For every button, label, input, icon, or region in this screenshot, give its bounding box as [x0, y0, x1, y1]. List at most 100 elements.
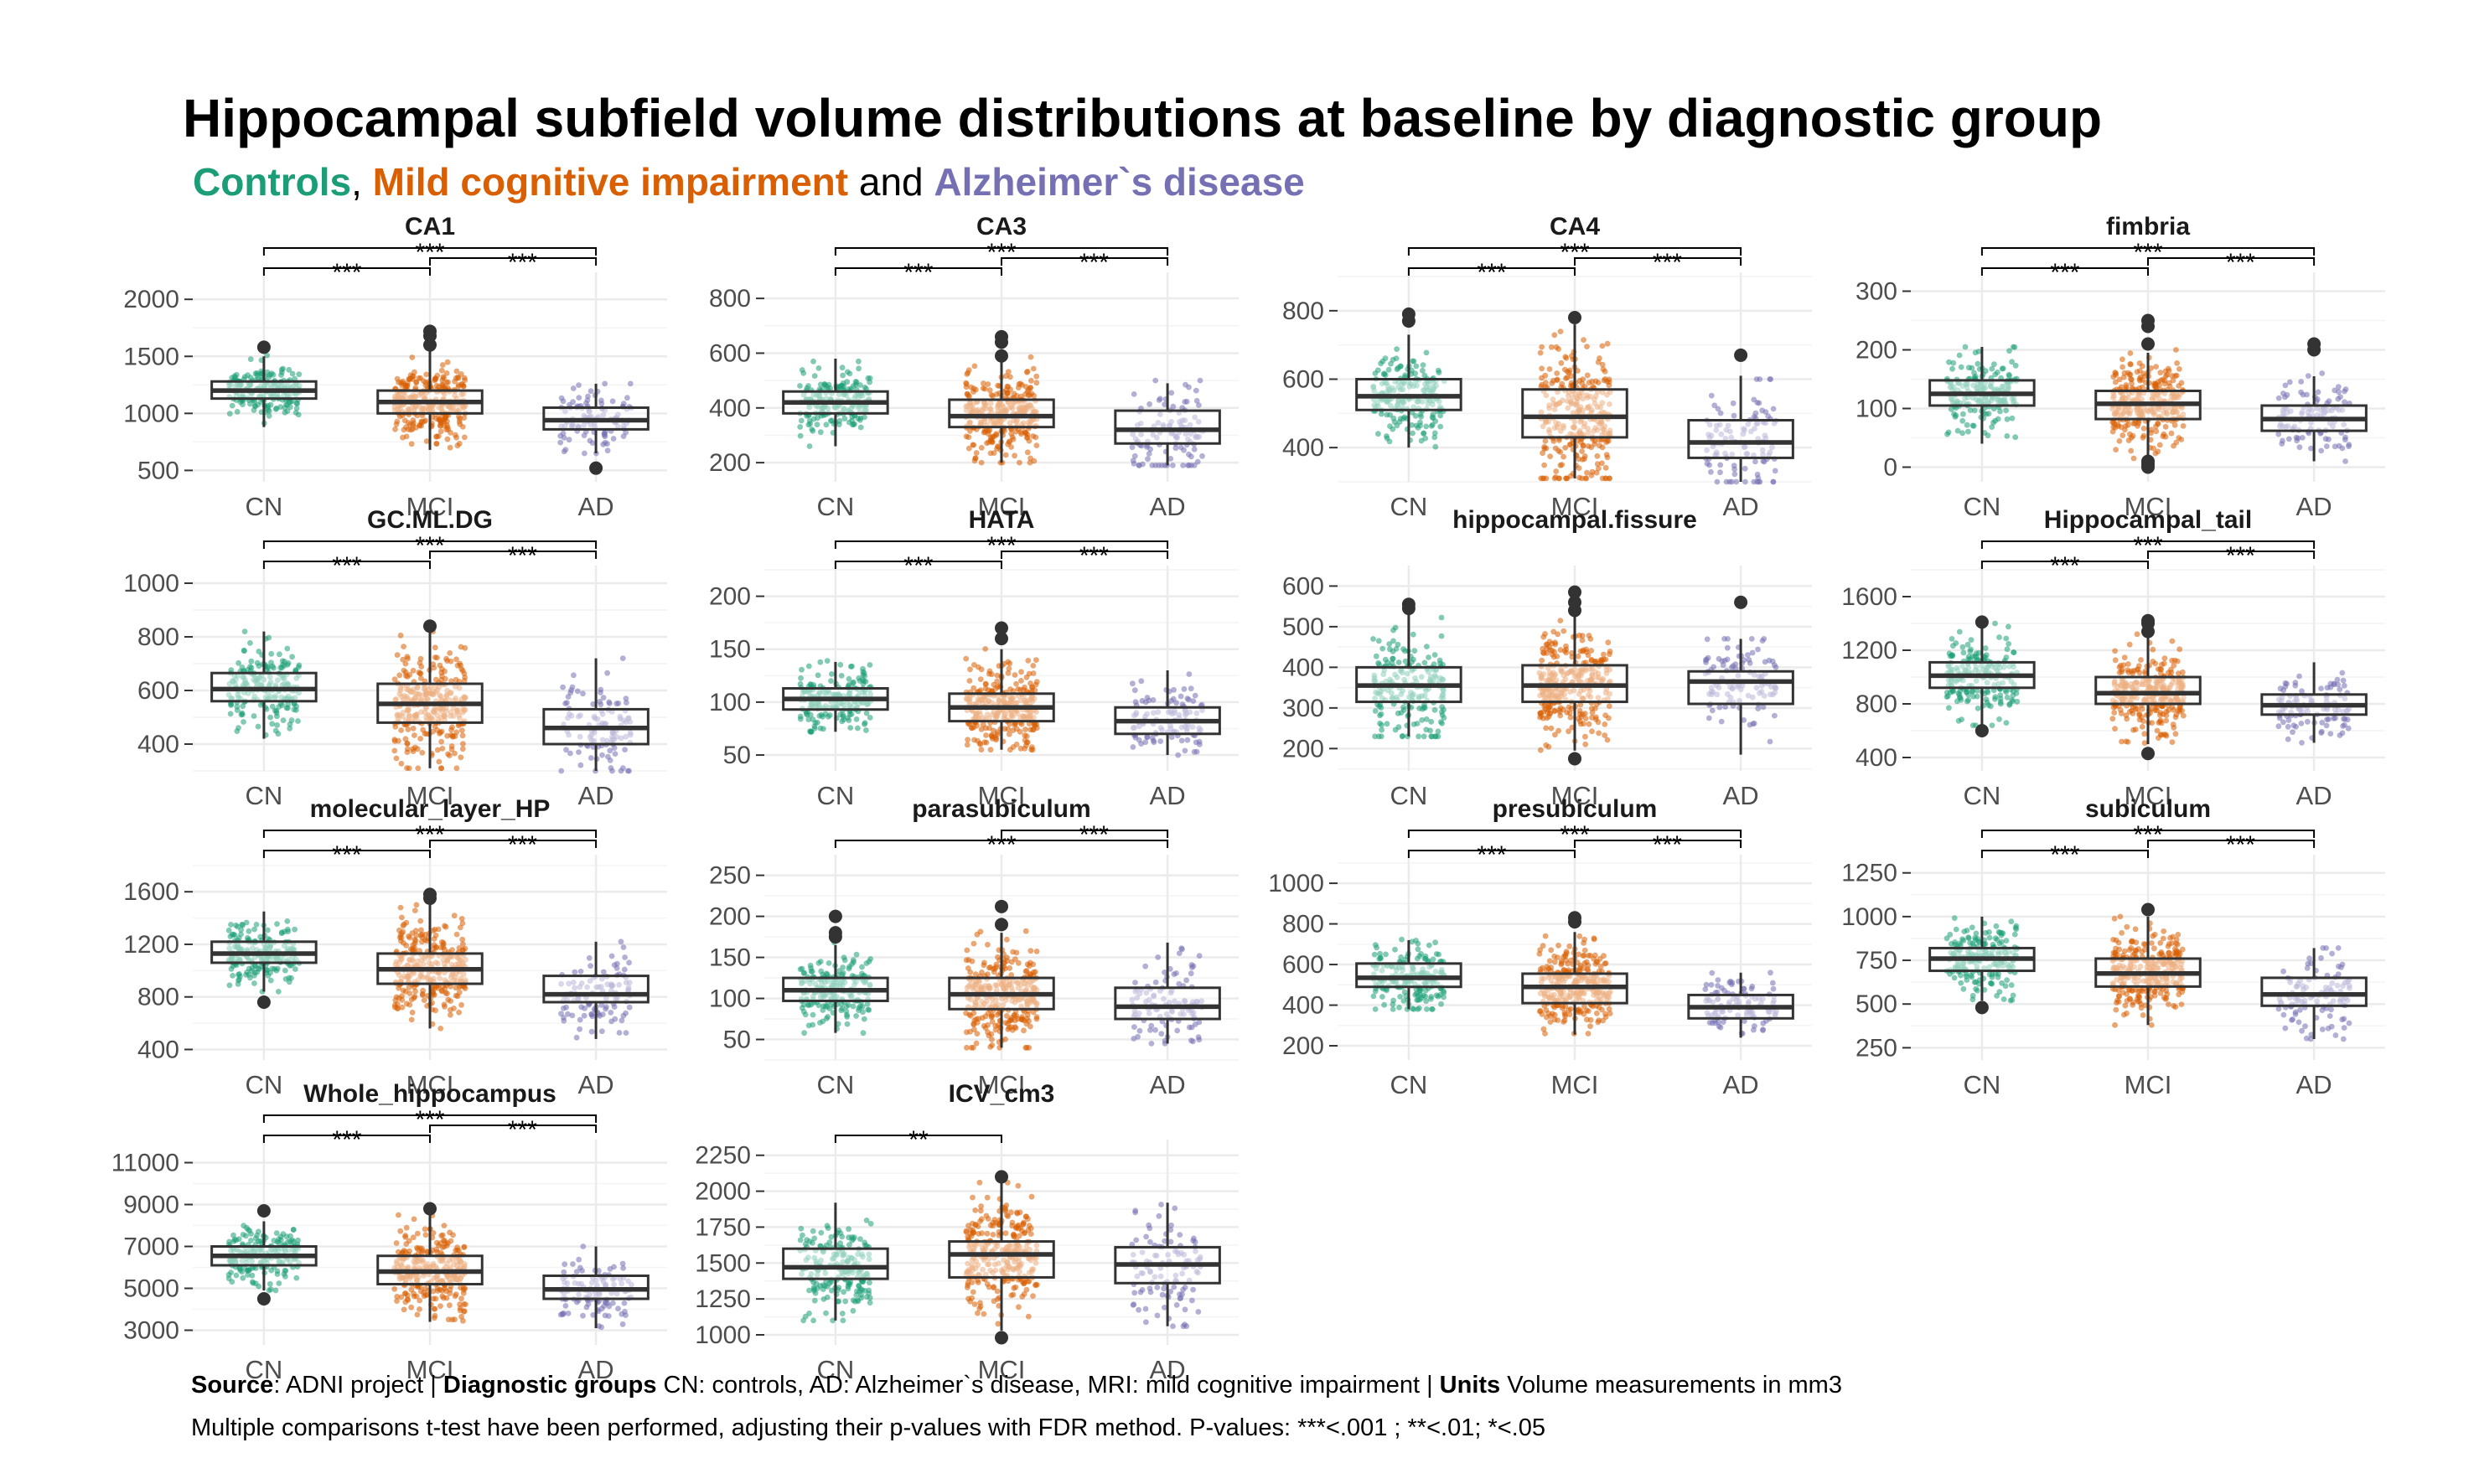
data-point — [607, 747, 613, 754]
data-point — [1752, 458, 1758, 465]
outlier-point — [1734, 348, 1748, 362]
data-point — [405, 655, 411, 662]
data-point — [589, 440, 596, 446]
data-point — [454, 662, 461, 669]
data-point — [1542, 438, 1549, 444]
data-point — [993, 431, 1000, 437]
data-point — [1552, 639, 1558, 646]
data-point — [1562, 444, 1569, 451]
data-point — [982, 725, 989, 732]
data-point — [1033, 380, 1040, 386]
data-point — [274, 722, 280, 728]
data-point — [1568, 373, 1575, 379]
data-point — [458, 727, 465, 733]
data-point — [411, 369, 417, 375]
data-point — [1435, 728, 1441, 735]
data-point — [1012, 452, 1017, 459]
data-point — [1560, 628, 1567, 634]
y-tick-label: 200 — [1856, 337, 1897, 365]
data-point — [2318, 447, 2325, 454]
data-point — [1756, 400, 1762, 406]
data-point — [1437, 412, 1444, 419]
data-point — [1005, 390, 1012, 396]
data-point — [1540, 450, 1545, 457]
panel-title: hippocampal.fissure — [1452, 506, 1697, 534]
data-point — [1422, 435, 1429, 442]
data-point — [1708, 392, 1715, 399]
data-point — [965, 445, 972, 452]
outlier-point — [995, 621, 1008, 635]
data-point — [1033, 657, 1039, 663]
data-point — [1563, 649, 1570, 656]
data-point — [836, 417, 843, 424]
data-point — [1410, 358, 1417, 365]
data-point — [2119, 356, 2125, 363]
data-point — [1604, 340, 1611, 347]
data-point — [1964, 641, 1971, 648]
data-point — [1423, 423, 1430, 430]
data-point — [1539, 657, 1545, 664]
data-point — [1441, 715, 1447, 721]
data-point — [412, 385, 419, 391]
data-point — [1579, 457, 1586, 463]
data-point — [2012, 362, 2019, 369]
data-point — [1432, 443, 1439, 450]
data-point — [1582, 741, 1589, 747]
data-point — [431, 664, 437, 671]
data-point — [1717, 462, 1724, 468]
data-point — [458, 754, 464, 761]
data-point — [1769, 658, 1776, 664]
data-point — [1547, 453, 1553, 459]
data-point — [1589, 728, 1595, 735]
data-point — [2116, 376, 2123, 383]
data-point — [1426, 654, 1431, 660]
data-point — [838, 673, 845, 679]
legend-ad: Alzheimer`s disease — [934, 160, 1305, 204]
data-point — [247, 375, 254, 380]
data-point — [1584, 344, 1590, 349]
data-point — [1557, 462, 1564, 468]
data-point — [1997, 701, 2004, 707]
data-point — [1378, 360, 1384, 367]
data-point — [1190, 698, 1197, 704]
data-point — [287, 725, 293, 732]
data-point — [1956, 628, 1963, 635]
data-point — [857, 415, 864, 421]
data-point — [978, 666, 985, 673]
data-point — [1742, 465, 1748, 472]
panel-title: CA3 — [976, 213, 1027, 240]
data-point — [1557, 647, 1564, 653]
data-point — [1997, 408, 2003, 415]
data-point — [1182, 747, 1188, 754]
data-point — [1965, 365, 1972, 371]
data-point — [2135, 422, 2140, 429]
data-point — [401, 644, 406, 649]
data-point — [2006, 371, 2012, 378]
data-point — [407, 421, 413, 428]
data-point — [1540, 649, 1546, 656]
data-point — [1018, 678, 1024, 684]
data-point — [799, 666, 805, 673]
data-point — [971, 737, 977, 743]
outlier-point — [2141, 454, 2155, 468]
significance-label: *** — [332, 552, 361, 580]
data-point — [1417, 419, 1423, 426]
data-point — [269, 703, 276, 710]
data-point — [1999, 365, 2006, 372]
data-point — [811, 373, 818, 379]
data-point — [600, 695, 607, 701]
data-point — [1431, 706, 1438, 713]
data-point — [577, 762, 584, 768]
data-point — [1773, 664, 1779, 670]
data-point — [1557, 705, 1564, 711]
data-point — [624, 700, 629, 706]
data-point — [277, 404, 284, 410]
data-point — [1030, 365, 1037, 372]
data-point — [2004, 433, 2011, 439]
data-point — [1188, 453, 1194, 460]
data-point — [275, 731, 282, 737]
data-point — [620, 765, 626, 772]
data-point — [1170, 403, 1177, 410]
data-point — [1954, 427, 1961, 434]
